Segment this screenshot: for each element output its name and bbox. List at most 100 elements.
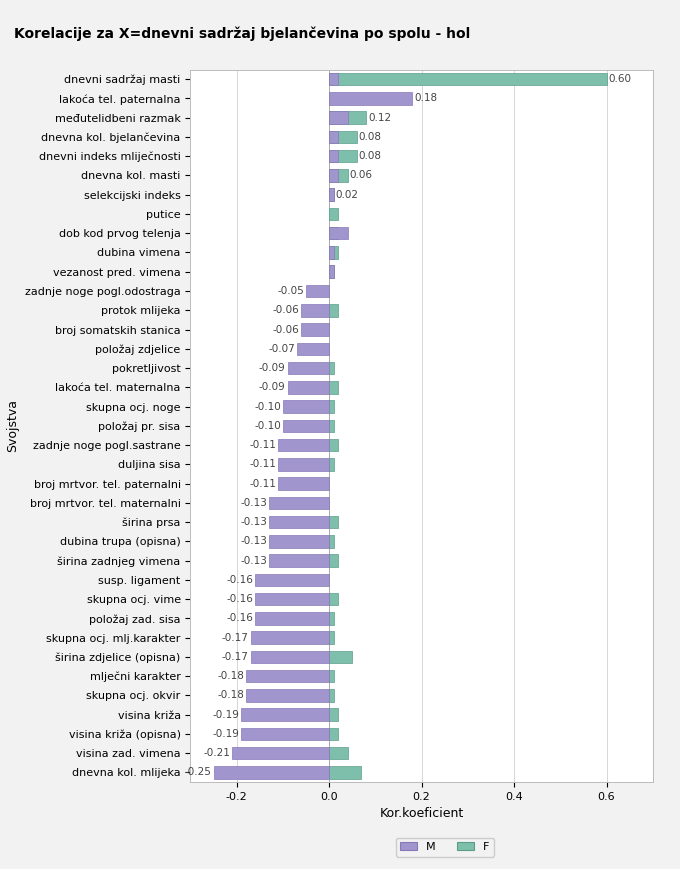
Bar <box>329 401 334 413</box>
Text: -0.16: -0.16 <box>226 575 253 585</box>
Legend: M, F: M, F <box>396 838 494 857</box>
Bar <box>329 670 334 682</box>
Text: -0.05: -0.05 <box>277 286 304 296</box>
Text: -0.11: -0.11 <box>250 440 276 450</box>
Bar <box>329 708 339 721</box>
Bar <box>329 439 339 451</box>
Text: -0.19: -0.19 <box>213 729 239 739</box>
Bar <box>329 227 339 240</box>
Text: -0.17: -0.17 <box>222 633 249 643</box>
Bar <box>329 381 339 394</box>
Bar <box>329 73 339 85</box>
Text: -0.09: -0.09 <box>259 382 286 392</box>
Bar <box>269 554 329 567</box>
Bar <box>329 420 334 432</box>
Bar <box>214 766 329 779</box>
Text: -0.13: -0.13 <box>240 536 267 547</box>
Bar <box>278 477 329 490</box>
Bar <box>301 304 329 316</box>
Bar <box>329 266 334 278</box>
Bar <box>329 266 334 278</box>
Bar <box>269 516 329 528</box>
Text: -0.21: -0.21 <box>203 748 230 759</box>
Bar <box>329 246 334 259</box>
Bar <box>250 651 329 663</box>
Text: 0.08: 0.08 <box>359 151 381 161</box>
Bar <box>329 766 362 779</box>
Bar <box>241 708 329 721</box>
Bar <box>329 169 347 182</box>
Bar <box>246 670 329 682</box>
Bar <box>329 554 339 567</box>
Bar <box>329 189 334 201</box>
Bar <box>301 323 329 335</box>
Bar <box>329 535 334 547</box>
Bar <box>296 342 329 355</box>
Text: -0.10: -0.10 <box>254 401 281 412</box>
Bar <box>283 420 329 432</box>
Bar <box>288 381 329 394</box>
Bar <box>306 285 329 297</box>
Bar <box>329 458 334 471</box>
Bar <box>329 92 412 104</box>
Bar <box>278 439 329 451</box>
Bar <box>329 130 357 143</box>
Bar <box>329 111 347 124</box>
Text: 0.12: 0.12 <box>368 113 391 123</box>
Bar <box>246 689 329 701</box>
Bar <box>329 150 339 163</box>
Text: 0.60: 0.60 <box>609 74 632 84</box>
Bar <box>241 727 329 740</box>
Bar <box>283 401 329 413</box>
Bar <box>329 130 339 143</box>
Bar <box>329 516 339 528</box>
Text: -0.25: -0.25 <box>185 767 211 778</box>
Bar <box>255 593 329 606</box>
Text: -0.10: -0.10 <box>254 421 281 431</box>
Bar <box>329 593 339 606</box>
Bar <box>329 169 339 182</box>
Y-axis label: Svojstva: Svojstva <box>6 400 19 452</box>
Text: Korelacije za X=dnevni sadržaj bjelančevina po spolu - hol: Korelacije za X=dnevni sadržaj bjelančev… <box>14 26 470 41</box>
Bar <box>329 632 334 644</box>
Text: 0.18: 0.18 <box>414 93 437 103</box>
Bar <box>329 111 366 124</box>
Bar <box>255 574 329 586</box>
X-axis label: Kor.koeficient: Kor.koeficient <box>379 807 464 820</box>
Text: -0.16: -0.16 <box>226 594 253 604</box>
Bar <box>288 362 329 375</box>
Bar <box>278 458 329 471</box>
Bar <box>329 651 352 663</box>
Text: 0.06: 0.06 <box>350 170 373 181</box>
Text: -0.06: -0.06 <box>273 305 299 315</box>
Text: -0.16: -0.16 <box>226 614 253 623</box>
Bar <box>329 362 334 375</box>
Text: -0.13: -0.13 <box>240 498 267 507</box>
Bar <box>269 496 329 509</box>
Bar <box>329 689 334 701</box>
Text: -0.11: -0.11 <box>250 479 276 488</box>
Bar <box>329 304 339 316</box>
Text: -0.06: -0.06 <box>273 324 299 335</box>
Bar <box>232 747 329 760</box>
Text: 0.08: 0.08 <box>359 132 381 142</box>
Text: -0.19: -0.19 <box>213 710 239 720</box>
Bar <box>329 150 357 163</box>
Bar <box>329 73 607 85</box>
Text: -0.17: -0.17 <box>222 652 249 662</box>
Bar <box>269 535 329 547</box>
Bar <box>329 189 334 201</box>
Bar <box>329 227 347 240</box>
Text: -0.18: -0.18 <box>217 671 244 681</box>
Text: -0.07: -0.07 <box>268 344 295 354</box>
Bar <box>329 208 339 220</box>
Bar <box>329 747 347 760</box>
Bar <box>329 612 334 625</box>
Bar <box>329 246 339 259</box>
Bar <box>255 612 329 625</box>
Text: -0.11: -0.11 <box>250 460 276 469</box>
Bar <box>250 632 329 644</box>
Text: -0.13: -0.13 <box>240 517 267 527</box>
Text: -0.13: -0.13 <box>240 555 267 566</box>
Text: -0.18: -0.18 <box>217 691 244 700</box>
